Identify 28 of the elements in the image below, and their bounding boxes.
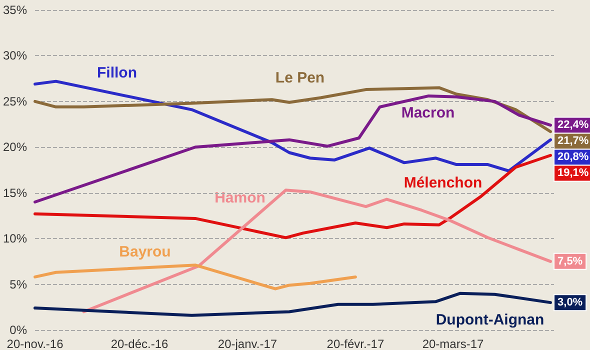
line-series [34, 264, 357, 290]
x-tick-label: 20-mars-17 [422, 337, 484, 350]
y-tick-label: 35% [2, 3, 28, 17]
line-series [34, 154, 552, 240]
line-series [34, 86, 552, 134]
data-label: 19,1% [558, 167, 589, 180]
y-tick-label: 30% [2, 48, 28, 63]
x-tick-label: 20-nov.-16 [6, 337, 64, 350]
y-tick-label: 15% [2, 186, 28, 200]
series-label: Hamon [214, 190, 266, 206]
y-tick-label: 25% [2, 94, 28, 108]
x-tick-label: 20-févr.-17 [326, 337, 384, 350]
data-label: 21,7% [558, 135, 589, 148]
y-tick-label: 0% [10, 323, 28, 337]
series-label: Mélenchon [404, 174, 482, 192]
data-label: 3,0% [558, 296, 583, 309]
data-label: 20,8% [558, 151, 589, 164]
data-label: 7,5% [558, 255, 583, 268]
series-label: Bayrou [119, 244, 171, 260]
x-tick-label: 20-déc.-16 [110, 337, 169, 350]
y-tick-label: 5% [10, 277, 28, 292]
y-tick-label: 20% [2, 140, 28, 154]
series-label: Dupont-Aignan [436, 312, 544, 328]
series-label: Le Pen [275, 70, 325, 86]
series-label: Fillon [97, 64, 137, 82]
data-label: 22,4% [558, 119, 589, 132]
series-label: Macron [401, 104, 455, 122]
y-tick-label: 10% [2, 232, 28, 246]
